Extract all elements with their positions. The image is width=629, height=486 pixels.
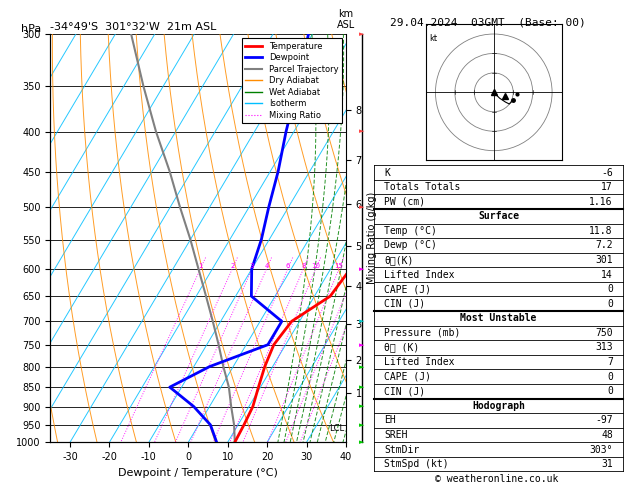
- Text: Totals Totals: Totals Totals: [384, 182, 460, 192]
- Text: -97: -97: [595, 416, 613, 425]
- Text: km
ASL: km ASL: [337, 9, 355, 30]
- Text: 29.04.2024  03GMT  (Base: 00): 29.04.2024 03GMT (Base: 00): [390, 17, 586, 27]
- Text: Lifted Index: Lifted Index: [384, 270, 455, 279]
- Text: ►: ►: [359, 31, 364, 37]
- Text: 4: 4: [264, 263, 269, 269]
- Text: StmSpd (kt): StmSpd (kt): [384, 459, 449, 469]
- Text: StmDir: StmDir: [384, 445, 420, 454]
- Text: Lifted Index: Lifted Index: [384, 357, 455, 367]
- Text: CIN (J): CIN (J): [384, 299, 425, 309]
- Text: 8: 8: [301, 263, 306, 269]
- Text: 0: 0: [607, 284, 613, 294]
- Text: Temp (°C): Temp (°C): [384, 226, 437, 236]
- Text: CAPE (J): CAPE (J): [384, 284, 431, 294]
- Text: ►: ►: [359, 266, 364, 272]
- Text: -34°49'S  301°32'W  21m ASL: -34°49'S 301°32'W 21m ASL: [50, 22, 217, 32]
- Text: ►: ►: [359, 318, 364, 324]
- Text: SREH: SREH: [384, 430, 408, 440]
- Text: 303°: 303°: [589, 445, 613, 454]
- Text: -6: -6: [601, 168, 613, 177]
- Text: kt: kt: [430, 34, 438, 43]
- Text: Dewp (°C): Dewp (°C): [384, 241, 437, 250]
- Text: 31: 31: [601, 459, 613, 469]
- Text: 48: 48: [601, 430, 613, 440]
- Text: 15: 15: [335, 263, 343, 269]
- Text: CAPE (J): CAPE (J): [384, 372, 431, 382]
- Text: ►: ►: [359, 129, 364, 135]
- Text: ►: ►: [359, 342, 364, 347]
- Text: ►: ►: [359, 403, 364, 410]
- Text: 11.8: 11.8: [589, 226, 613, 236]
- Text: 750: 750: [595, 328, 613, 338]
- Y-axis label: Mixing Ratio (g/kg): Mixing Ratio (g/kg): [367, 192, 377, 284]
- Text: 2: 2: [230, 263, 235, 269]
- Text: θᴇ (K): θᴇ (K): [384, 343, 420, 352]
- Text: 1.16: 1.16: [589, 197, 613, 207]
- Text: 6: 6: [286, 263, 290, 269]
- Text: LCL: LCL: [329, 424, 344, 433]
- Text: 7.2: 7.2: [595, 241, 613, 250]
- Text: ►: ►: [359, 439, 364, 445]
- Text: PW (cm): PW (cm): [384, 197, 425, 207]
- Text: 0: 0: [607, 386, 613, 396]
- Text: EH: EH: [384, 416, 396, 425]
- Text: 3: 3: [250, 263, 254, 269]
- X-axis label: Dewpoint / Temperature (°C): Dewpoint / Temperature (°C): [118, 468, 278, 478]
- Text: 301: 301: [595, 255, 613, 265]
- Text: 10: 10: [311, 263, 320, 269]
- Text: Surface: Surface: [478, 211, 519, 221]
- Text: 0: 0: [607, 299, 613, 309]
- Text: 7: 7: [607, 357, 613, 367]
- Text: Pressure (mb): Pressure (mb): [384, 328, 460, 338]
- Text: hPa: hPa: [21, 24, 41, 34]
- Text: ►: ►: [359, 384, 364, 390]
- Text: ►: ►: [359, 422, 364, 428]
- Text: θᴇ(K): θᴇ(K): [384, 255, 414, 265]
- Text: ►: ►: [359, 204, 364, 210]
- Text: Most Unstable: Most Unstable: [460, 313, 537, 323]
- Text: CIN (J): CIN (J): [384, 386, 425, 396]
- Text: ►: ►: [359, 364, 364, 369]
- Text: Hodograph: Hodograph: [472, 401, 525, 411]
- Text: 1: 1: [198, 263, 203, 269]
- Text: 0: 0: [607, 372, 613, 382]
- Text: K: K: [384, 168, 390, 177]
- Text: 14: 14: [601, 270, 613, 279]
- Legend: Temperature, Dewpoint, Parcel Trajectory, Dry Adiabat, Wet Adiabat, Isotherm, Mi: Temperature, Dewpoint, Parcel Trajectory…: [242, 38, 342, 123]
- Text: 313: 313: [595, 343, 613, 352]
- Text: © weatheronline.co.uk: © weatheronline.co.uk: [435, 473, 559, 484]
- Text: 17: 17: [601, 182, 613, 192]
